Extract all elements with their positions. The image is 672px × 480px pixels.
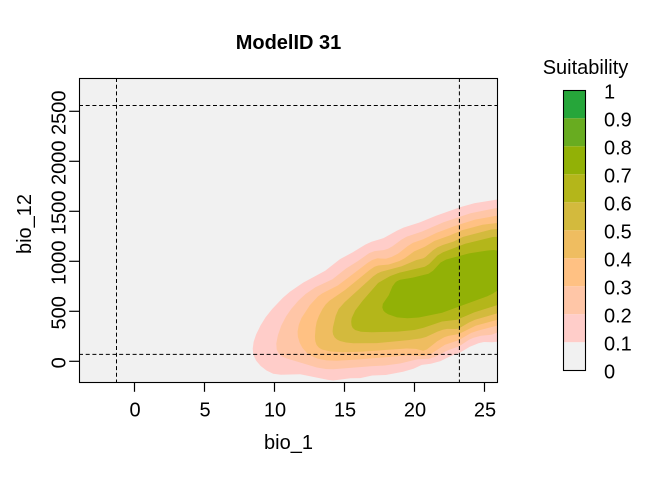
svg-text:15: 15 — [334, 399, 356, 421]
svg-text:2500: 2500 — [49, 91, 71, 136]
svg-text:ModelID 31: ModelID 31 — [236, 32, 342, 54]
svg-text:0.9: 0.9 — [604, 110, 632, 132]
svg-text:20: 20 — [404, 399, 426, 421]
svg-text:0.3: 0.3 — [604, 278, 632, 300]
svg-text:10: 10 — [264, 399, 286, 421]
svg-text:5: 5 — [199, 399, 210, 421]
svg-text:Suitability: Suitability — [543, 57, 629, 79]
svg-text:1: 1 — [604, 82, 615, 104]
svg-text:0: 0 — [604, 362, 615, 384]
svg-text:0.2: 0.2 — [604, 306, 632, 328]
svg-text:0.1: 0.1 — [604, 334, 632, 356]
svg-text:0.5: 0.5 — [604, 222, 632, 244]
svg-text:2000: 2000 — [49, 141, 71, 186]
svg-text:0: 0 — [129, 399, 140, 421]
svg-text:1000: 1000 — [49, 241, 71, 286]
svg-text:0: 0 — [49, 357, 71, 368]
svg-text:0.7: 0.7 — [604, 166, 632, 188]
svg-text:1500: 1500 — [49, 191, 71, 236]
svg-text:0.8: 0.8 — [604, 138, 632, 160]
svg-text:bio_1: bio_1 — [264, 432, 313, 454]
svg-text:0.6: 0.6 — [604, 194, 632, 216]
svg-text:500: 500 — [49, 296, 71, 329]
svg-text:25: 25 — [474, 399, 496, 421]
svg-text:bio_12: bio_12 — [14, 194, 36, 254]
svg-text:0.4: 0.4 — [604, 250, 632, 272]
